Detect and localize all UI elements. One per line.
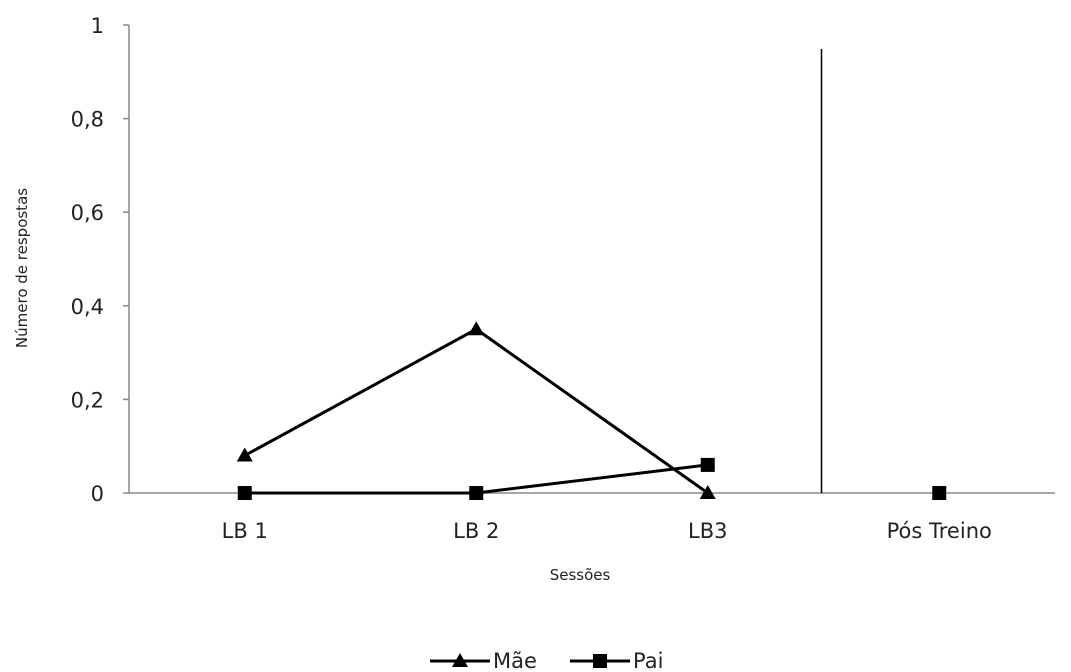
y-tick-label: 1	[91, 14, 104, 38]
x-tick-label: Pós Treino	[887, 519, 992, 543]
x-tick-label: LB 1	[222, 519, 268, 543]
y-tick-labels: 0 0,2 0,4 0,6 0,8 1	[71, 14, 129, 506]
y-tick-label: 0,8	[71, 108, 104, 132]
y-tick-label: 0,6	[71, 201, 104, 225]
square-marker	[469, 486, 484, 500]
series-line	[244, 327, 709, 495]
y-axis-title: Número de respostas	[13, 188, 31, 348]
legend-item: Mãe	[430, 649, 537, 672]
square-marker	[237, 486, 252, 500]
y-tick-label: 0	[91, 482, 104, 506]
triangle-marker	[452, 653, 468, 667]
series-layer	[236, 321, 947, 500]
triangle-marker	[699, 485, 716, 499]
square-marker	[932, 486, 947, 500]
legend-label: Pai	[633, 649, 663, 672]
x-axis-title: Sessões	[550, 566, 611, 584]
square-marker	[593, 654, 607, 668]
legend-label: Mãe	[493, 649, 537, 672]
square-marker	[700, 457, 715, 472]
x-tick-labels: LB 1 LB 2 LB3 Pós Treino	[222, 519, 992, 543]
chart-axes	[128, 25, 1055, 494]
triangle-marker	[468, 321, 485, 336]
triangle-marker	[236, 447, 253, 462]
legend-item: Pai	[570, 649, 663, 672]
y-tick-label: 0,2	[71, 388, 104, 412]
x-tick-label: LB3	[688, 519, 727, 543]
x-tick-label: LB 2	[453, 519, 499, 543]
legend: Mãe Pai	[430, 649, 663, 672]
series-pai	[237, 457, 947, 500]
y-tick-label: 0,4	[71, 295, 104, 319]
series-mãe	[236, 321, 716, 499]
